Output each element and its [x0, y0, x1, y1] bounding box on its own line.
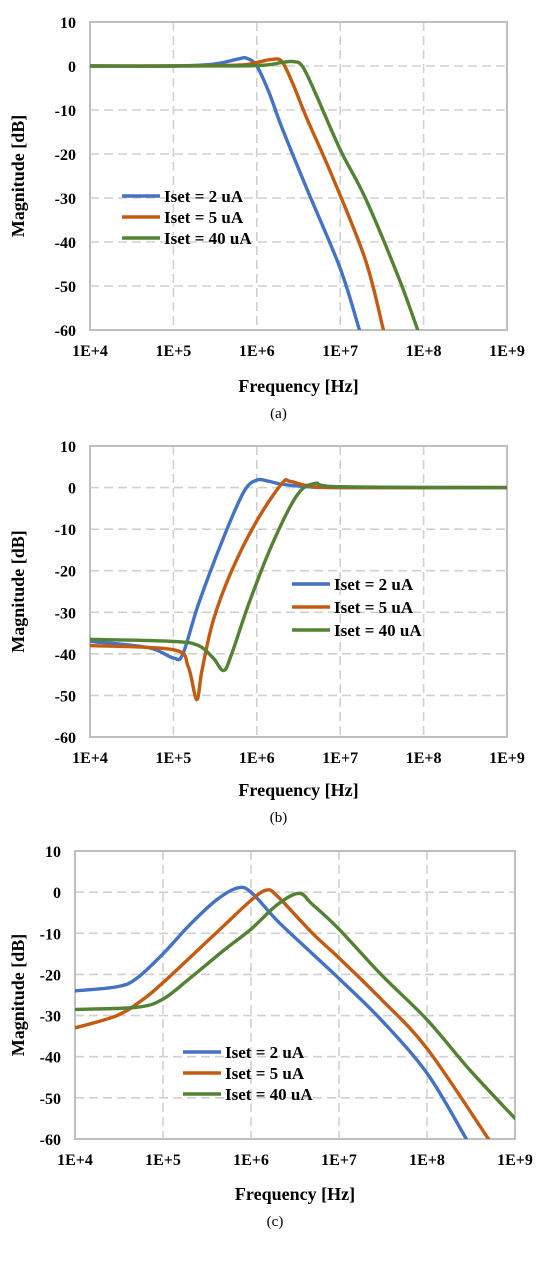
plot-area-border — [89, 21, 508, 331]
y-tick-label: -20 — [55, 564, 76, 581]
y-tick-label: 0 — [68, 481, 76, 498]
chart-1: 1E+4 1E+5 1E+6 1E+7 1E+8 1E+9 10 0 -10 -20 -30 -40 -… — [8, 15, 525, 422]
y-tick-label: -50 — [55, 279, 76, 296]
x-tick-label: 1E+6 — [239, 343, 275, 360]
legend-label-2: Iset = 5 uA — [164, 208, 244, 227]
x-tick-label: 1E+9 — [489, 750, 525, 767]
y-tick-label: -30 — [55, 191, 76, 208]
legend-label-1: Iset = 2 uA — [225, 1043, 305, 1062]
x-tick-label: 1E+6 — [239, 750, 275, 767]
y-tick-label: -30 — [40, 1009, 61, 1026]
y-tick-label: -20 — [40, 967, 61, 984]
x-tick-label: 1E+8 — [406, 750, 442, 767]
y-axis-title: Magnitude [dB] — [8, 934, 28, 1057]
series-line-2 — [75, 888, 491, 1139]
plot-area-border — [74, 850, 516, 1140]
legend-label-1: Iset = 2 uA — [334, 575, 414, 594]
x-tick-label: 1E+8 — [409, 1152, 445, 1169]
x-tick-label: 1E+7 — [322, 343, 358, 360]
x-tick-label: 1E+8 — [406, 343, 442, 360]
y-tick-label: -40 — [55, 235, 76, 252]
y-tick-label: -10 — [55, 522, 76, 539]
legend-label-2: Iset = 5 uA — [225, 1064, 305, 1083]
x-tick-label: 1E+4 — [72, 750, 108, 767]
y-tick-label: -40 — [40, 1050, 61, 1067]
subfigure-caption: (a) — [270, 406, 287, 422]
y-tick-label: 10 — [60, 439, 76, 456]
x-tick-label: 1E+5 — [156, 750, 192, 767]
legend-label-2: Iset = 5 uA — [334, 598, 414, 617]
x-tick-label: 1E+4 — [72, 343, 108, 360]
y-tick-label: -60 — [55, 730, 76, 747]
y-tick-label: -50 — [40, 1091, 61, 1108]
y-axis-title: Magnitude [dB] — [8, 115, 28, 238]
y-tick-label: 0 — [53, 885, 61, 902]
series-line-2 — [90, 478, 507, 702]
y-tick-label: -10 — [55, 103, 76, 120]
series-line-3 — [90, 481, 507, 673]
legend-label-3: Iset = 40 uA — [225, 1085, 313, 1104]
y-axis-title: Magnitude [dB] — [8, 530, 28, 653]
y-tick-label: 10 — [45, 844, 61, 861]
chart-3: 1E+4 1E+5 1E+6 1E+7 1E+8 1E+9 10 0 -10 -20 -30 -40 -… — [8, 844, 533, 1230]
plot-area-border — [89, 445, 508, 738]
y-tick-label: -50 — [55, 688, 76, 705]
y-tick-label: -60 — [40, 1132, 61, 1149]
x-tick-label: 1E+6 — [233, 1152, 269, 1169]
x-tick-label: 1E+5 — [156, 343, 192, 360]
legend-label-1: Iset = 2 uA — [164, 187, 244, 206]
x-tick-label: 1E+9 — [489, 343, 525, 360]
chart-2: 1E+4 1E+5 1E+6 1E+7 1E+8 1E+9 10 0 -10 -20 -30 -40 -… — [8, 439, 525, 826]
subfigure-caption: (c) — [267, 1214, 284, 1230]
y-tick-label: -10 — [40, 926, 61, 943]
x-tick-label: 1E+5 — [145, 1152, 181, 1169]
series-line-3 — [75, 891, 515, 1121]
x-tick-label: 1E+7 — [322, 750, 358, 767]
series-line-3 — [90, 59, 420, 330]
y-tick-label: -40 — [55, 647, 76, 664]
y-tick-label: -20 — [55, 147, 76, 164]
y-tick-label: -60 — [55, 323, 76, 340]
x-tick-label: 1E+9 — [497, 1152, 533, 1169]
x-axis-title: Frequency [Hz] — [238, 780, 358, 800]
y-tick-label: 0 — [68, 59, 76, 76]
x-axis-title: Frequency [Hz] — [238, 376, 358, 396]
legend-label-3: Iset = 40 uA — [334, 621, 422, 640]
x-axis-title: Frequency [Hz] — [235, 1184, 355, 1204]
x-tick-label: 1E+4 — [57, 1152, 93, 1169]
subfigure-caption: (b) — [270, 810, 288, 826]
y-tick-label: 10 — [60, 15, 76, 32]
y-tick-label: -30 — [55, 605, 76, 622]
x-tick-label: 1E+7 — [321, 1152, 357, 1169]
series-line-1 — [75, 885, 469, 1139]
legend-label-3: Iset = 40 uA — [164, 229, 252, 248]
